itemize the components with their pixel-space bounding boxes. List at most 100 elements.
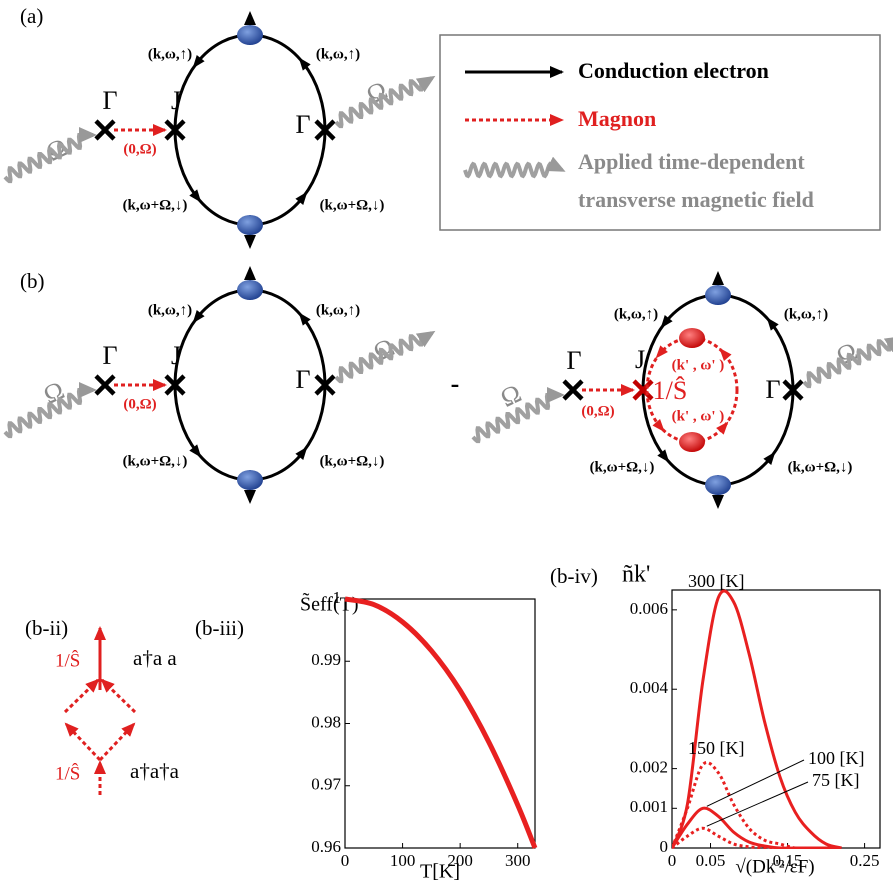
gamma-label: Γ bbox=[295, 365, 310, 394]
x-tick-label: 200 bbox=[447, 851, 473, 870]
particle-dot bbox=[237, 25, 263, 45]
legend-label: Magnon bbox=[578, 106, 656, 131]
y-tick-label: 0.001 bbox=[630, 797, 668, 816]
vertex-cross bbox=[94, 119, 116, 141]
legend-box bbox=[439, 34, 881, 231]
panel-label: (b-ii) bbox=[25, 616, 68, 640]
vertex-cross bbox=[782, 379, 804, 401]
y-axis-title: S̃eff(T) bbox=[300, 592, 359, 616]
vertex-cross bbox=[314, 374, 336, 396]
field-wave bbox=[3, 127, 97, 184]
propagator-label: (k,ω+Ω,↓) bbox=[123, 453, 188, 469]
gamma-label: Γ bbox=[566, 346, 581, 375]
propagator-label: (k,ω+Ω,↓) bbox=[788, 459, 853, 475]
propagator-label: (k,ω,↑) bbox=[148, 46, 192, 62]
field-wave bbox=[334, 330, 436, 384]
magnon-line bbox=[63, 678, 100, 714]
loop-arrowhead bbox=[763, 451, 776, 465]
data-line bbox=[344, 596, 538, 849]
loop-arrowhead bbox=[295, 446, 308, 460]
loop-arrowhead bbox=[298, 57, 311, 71]
particle-dot bbox=[237, 470, 263, 490]
legend-label: Applied time-dependent bbox=[578, 149, 805, 174]
particle-dot bbox=[237, 215, 263, 235]
x-tick-label: 0.25 bbox=[850, 851, 880, 870]
vertex-diagram bbox=[63, 626, 137, 795]
y-tick-label: 0.98 bbox=[311, 712, 341, 731]
magnon-line bbox=[98, 722, 136, 762]
x-axis-title: T[K] bbox=[420, 861, 460, 883]
vertex-cross bbox=[632, 379, 654, 401]
loop-arrowhead bbox=[655, 345, 668, 359]
magnon-line bbox=[64, 722, 102, 762]
magnon-label: (0,Ω) bbox=[581, 403, 614, 419]
vertex-cross bbox=[164, 374, 186, 396]
propagator-label: (k,ω+Ω,↓) bbox=[320, 197, 385, 213]
propagator-label: (k,ω+Ω,↓) bbox=[123, 197, 188, 213]
y-tick-label: 0.006 bbox=[630, 599, 668, 618]
legend-label: transverse magnetic field bbox=[578, 187, 814, 212]
legend-label: Conduction electron bbox=[578, 58, 769, 83]
x-tick-label: 0.15 bbox=[773, 851, 803, 870]
particle-dot bbox=[705, 475, 731, 495]
loop-arrowhead bbox=[295, 191, 308, 205]
field-wave bbox=[802, 335, 893, 389]
x-tick-label: 0 bbox=[341, 851, 350, 870]
propagator-label: (k,ω+Ω,↓) bbox=[590, 459, 655, 475]
field-wave bbox=[334, 75, 436, 129]
x-tick-label: 100 bbox=[390, 851, 416, 870]
y-tick-label: 0 bbox=[660, 837, 669, 856]
magnon-line bbox=[100, 678, 137, 714]
x-tick-label: 0.05 bbox=[696, 851, 726, 870]
leader-line bbox=[706, 759, 805, 807]
propagator-label: (k,ω,↑) bbox=[316, 46, 360, 62]
data-line bbox=[672, 826, 842, 849]
series-label: 100 [K] bbox=[808, 748, 865, 768]
coupling-label: 1/Ŝ bbox=[55, 762, 80, 784]
gamma-label: Γ bbox=[102, 341, 117, 370]
field-label: Ω bbox=[496, 378, 526, 412]
x-tick-label: 300 bbox=[505, 851, 531, 870]
j-label: J bbox=[171, 86, 181, 115]
y-tick-label: 0.002 bbox=[630, 758, 668, 777]
panel-label: (b-iii) bbox=[195, 616, 244, 640]
propagator-label: (k,ω,↑) bbox=[614, 306, 658, 322]
gamma-label: Γ bbox=[765, 375, 780, 404]
gamma-label: Γ bbox=[295, 110, 310, 139]
series-label: 75 [K] bbox=[812, 770, 860, 790]
y-tick-label: 1 bbox=[333, 588, 342, 607]
particle-dot bbox=[237, 280, 263, 300]
field-wave bbox=[471, 387, 565, 444]
loop-arrowhead bbox=[192, 310, 205, 324]
particle-dot bbox=[705, 285, 731, 305]
data-line bbox=[672, 589, 842, 849]
y-tick-label: 0.004 bbox=[630, 678, 669, 697]
loop-arrowhead bbox=[719, 347, 732, 362]
panel-label: (a) bbox=[20, 4, 43, 28]
particle-dot bbox=[679, 328, 705, 348]
propagator-label: (k,ω+Ω,↓) bbox=[320, 453, 385, 469]
series-label: 300 [K] bbox=[688, 571, 745, 591]
vertex-cross bbox=[94, 374, 116, 396]
gamma-label: Γ bbox=[102, 86, 117, 115]
loop-arrowhead bbox=[298, 312, 311, 326]
field-wave bbox=[463, 156, 566, 179]
y-tick-label: 0.97 bbox=[311, 775, 341, 794]
magnon-label: (0,Ω) bbox=[123, 141, 156, 157]
minus-sign: - bbox=[451, 369, 460, 398]
leader-line bbox=[706, 781, 809, 827]
propagator-label: (k,ω,↑) bbox=[316, 302, 360, 318]
inner-propagator-label: (k' , ω' ) bbox=[672, 408, 725, 424]
loop-arrowhead bbox=[189, 444, 202, 458]
loop-arrowhead bbox=[716, 421, 729, 435]
magnon-label: (0,Ω) bbox=[123, 396, 156, 412]
loop-arrowhead bbox=[192, 55, 205, 69]
y-tick-label: 0.99 bbox=[311, 650, 341, 669]
panel-label: (b-iv) bbox=[550, 564, 598, 588]
particle-dot bbox=[679, 432, 705, 452]
x-tick-label: 0 bbox=[668, 851, 677, 870]
propagator-loop bbox=[645, 336, 739, 444]
loop-arrowhead bbox=[660, 315, 673, 329]
vertex-cross bbox=[164, 119, 186, 141]
